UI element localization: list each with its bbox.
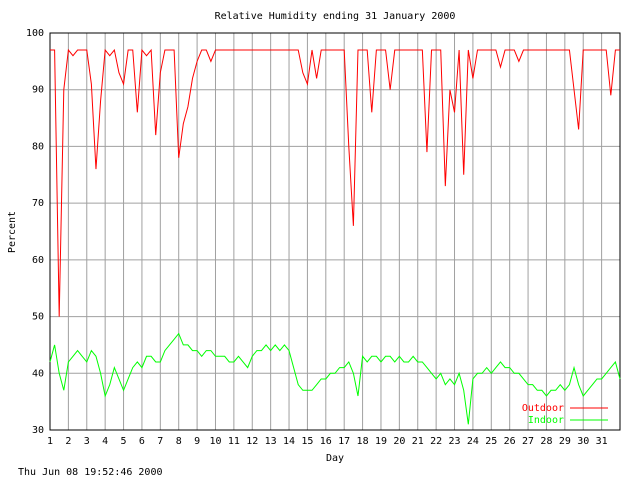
legend-label: Outdoor — [522, 403, 564, 414]
x-tick-label: 23 — [448, 436, 460, 447]
x-tick-label: 8 — [176, 436, 182, 447]
x-tick-label: 5 — [121, 436, 127, 447]
x-tick-label: 4 — [102, 436, 108, 447]
y-tick-label: 90 — [32, 85, 44, 96]
x-tick-label: 20 — [393, 436, 405, 447]
legend-label: Indoor — [528, 415, 564, 426]
x-tick-label: 13 — [265, 436, 277, 447]
x-tick-label: 14 — [283, 436, 295, 447]
x-tick-label: 26 — [504, 436, 516, 447]
x-tick-label: 27 — [522, 436, 534, 447]
y-tick-label: 80 — [32, 141, 44, 152]
x-tick-label: 3 — [84, 436, 90, 447]
x-tick-label: 7 — [157, 436, 163, 447]
x-tick-label: 16 — [320, 436, 332, 447]
x-tick-label: 24 — [467, 436, 479, 447]
x-tick-label: 10 — [209, 436, 221, 447]
data-line — [50, 48, 620, 317]
x-tick-label: 29 — [559, 436, 571, 447]
x-tick-label: 31 — [596, 436, 608, 447]
x-tick-label: 11 — [228, 436, 240, 447]
footer: Thu Jun 08 19:52:46 2000 — [18, 467, 163, 478]
x-tick-label: 30 — [577, 436, 589, 447]
x-tick-label: 15 — [301, 436, 313, 447]
x-tick-label: 25 — [485, 436, 497, 447]
y-tick-label: 50 — [32, 312, 44, 323]
x-tick-label: 17 — [338, 436, 350, 447]
plot-frame — [49, 32, 621, 431]
x-axis-label: Day — [326, 453, 344, 464]
y-tick-label: 60 — [32, 255, 44, 266]
x-tick-label: 9 — [194, 436, 200, 447]
chart-title: Relative Humidity ending 31 January 2000 — [215, 11, 456, 22]
x-tick-label: 6 — [139, 436, 145, 447]
x-tick-label: 19 — [375, 436, 387, 447]
y-tick-label: 30 — [32, 425, 44, 436]
y-tick-label: 100 — [26, 28, 44, 39]
x-tick-label: 28 — [540, 436, 552, 447]
y-axis-label: Percent — [7, 211, 18, 253]
data-line — [49, 332, 621, 425]
x-tick-label: 22 — [430, 436, 442, 447]
x-tick-label: 21 — [412, 436, 424, 447]
x-tick-label: 1 — [47, 436, 53, 447]
x-tick-label: 12 — [246, 436, 258, 447]
y-tick-label: 40 — [32, 368, 44, 379]
x-tick-label: 2 — [65, 436, 71, 447]
x-tick-label: 18 — [357, 436, 369, 447]
y-tick-label: 70 — [32, 198, 44, 209]
